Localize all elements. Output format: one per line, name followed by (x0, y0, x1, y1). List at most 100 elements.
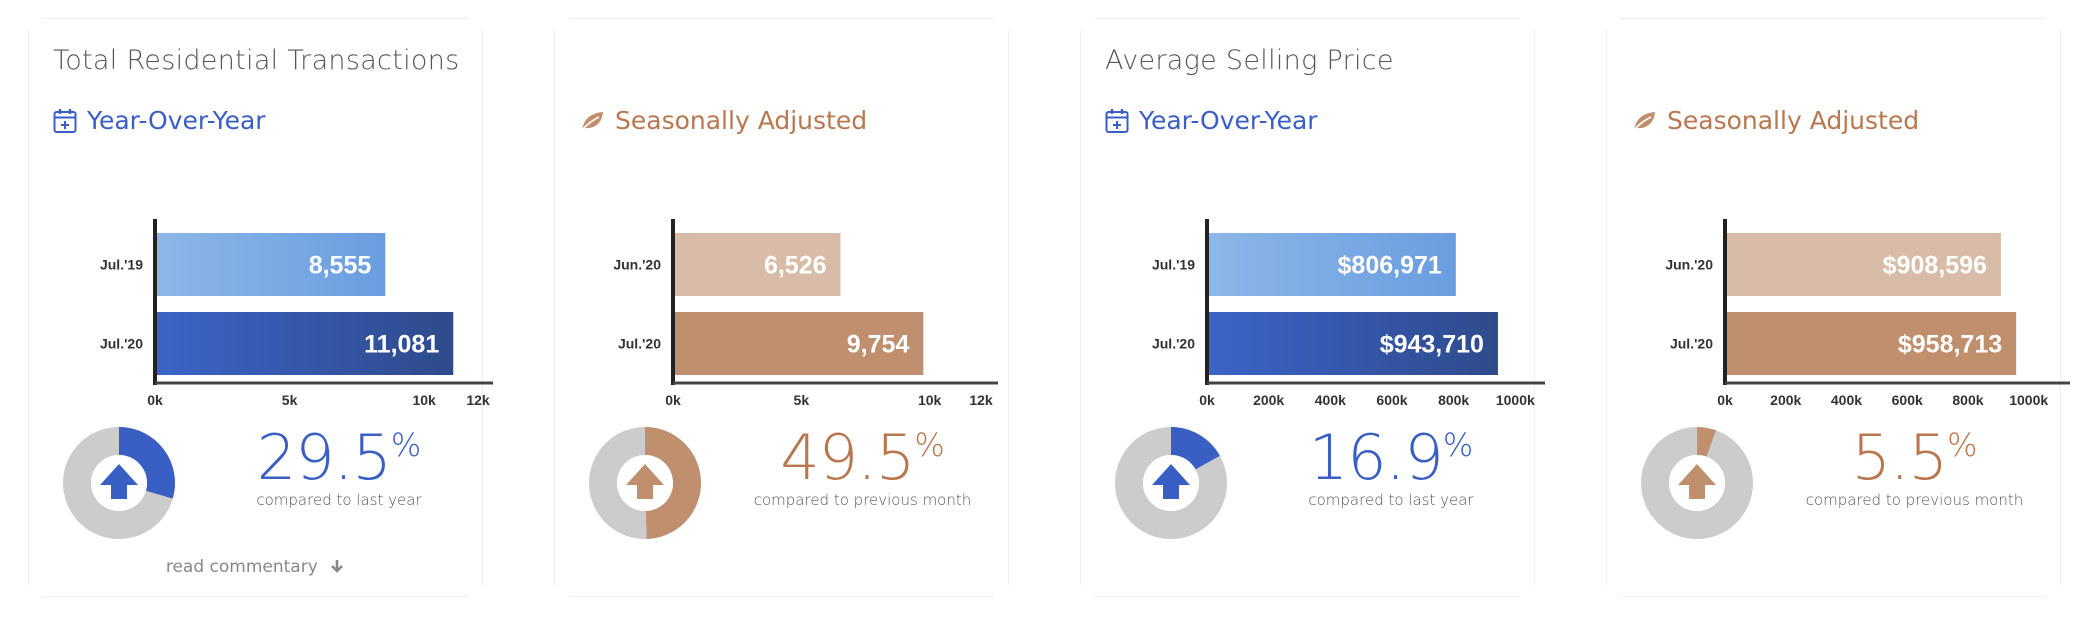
divider (1095, 596, 1520, 597)
divider (569, 18, 994, 19)
subtitle-label: Year-Over-Year (1139, 106, 1318, 135)
divider (569, 596, 994, 597)
x-tick-label: 10k (918, 392, 942, 408)
arrow-up-icon (1152, 464, 1190, 499)
leaf-icon (579, 110, 605, 132)
percent-change: 49.5% compared to previous month (740, 425, 985, 510)
bar (1727, 312, 2017, 375)
panel-subtitle: Year-Over-Year (1105, 106, 1318, 135)
bar (1209, 233, 1456, 296)
percent-value: 5.5 (1851, 421, 1948, 494)
calendar-plus-icon (53, 108, 77, 134)
percent-value: 16.9 (1308, 421, 1444, 494)
donut-segment (645, 427, 702, 539)
arrow-up-icon (1678, 464, 1716, 499)
x-tick-label: 5k (794, 392, 810, 408)
subtitle-label: Seasonally Adjusted (1667, 106, 1920, 135)
bar-value-label: $943,710 (1380, 331, 1484, 359)
compare-label: compared to last year (1308, 491, 1474, 509)
bar-value-label: $806,971 (1338, 252, 1442, 280)
calendar-plus-icon (1105, 108, 1129, 134)
compare-label: compared to previous month (1805, 491, 2024, 509)
x-tick-label: 10k (412, 392, 436, 408)
arrow-down-icon (323, 557, 345, 577)
panel-avg-price-sa: Seasonally Adjusted $908,596 Jun.'20 $958,… (1606, 18, 2070, 597)
panel-avg-price-yoy: Average Selling Price Year-Over-Year $80… (1080, 18, 1545, 597)
percent-value: 29.5 (256, 421, 392, 494)
x-tick-label: 12k (969, 392, 993, 408)
bar-chart: 6,526 Jun.'20 9,754 Jul.'20 0k 5k 10k 12k (613, 219, 998, 408)
bar (1209, 312, 1498, 375)
divider (43, 18, 468, 19)
category-label: Jun.'20 (1665, 257, 1713, 273)
donut-chart (1641, 427, 1753, 539)
percent-symbol: % (1442, 426, 1474, 464)
subtitle-label: Seasonally Adjusted (615, 106, 868, 135)
divider (1095, 18, 1520, 19)
panel-subtitle: Seasonally Adjusted (1631, 106, 1919, 135)
bar-value-label: 8,555 (309, 252, 372, 280)
subtitle-label: Year-Over-Year (87, 106, 266, 135)
x-tick-label: 800k (1438, 392, 1469, 408)
x-tick-label: 800k (1952, 392, 1983, 408)
donut-chart (589, 427, 702, 539)
donut-segment (119, 427, 175, 499)
arrow-up-icon (100, 464, 138, 499)
panel-total-transactions-yoy: Total Residential Transactions Year-Over… (28, 18, 493, 597)
x-tick-label: 400k (1831, 392, 1862, 408)
compare-label: compared to last year (256, 491, 422, 509)
percent-change: 5.5% compared to previous month (1792, 425, 2037, 510)
bar-chart: $908,596 Jun.'20 $958,713 Jul.'20 0k 200k 400k… (1665, 219, 2070, 408)
percent-symbol: % (914, 426, 945, 464)
compare-label: compared to previous month (753, 491, 972, 509)
bar (675, 233, 841, 296)
bar (1727, 233, 2001, 296)
percent-change: 29.5% compared to last year (229, 425, 449, 510)
percent-change: 16.9% compared to last year (1281, 425, 1501, 510)
x-tick-label: 0k (1199, 392, 1215, 408)
percent-value: 49.5 (780, 421, 915, 494)
category-label: Jul.'19 (1152, 257, 1195, 273)
panel-subtitle: Year-Over-Year (53, 106, 266, 135)
bar (157, 312, 454, 375)
category-label: Jul.'20 (1152, 336, 1195, 352)
donut-segment (1697, 427, 1716, 457)
bar (157, 233, 386, 296)
read-commentary-label: read commentary (165, 557, 318, 577)
category-label: Jun.'20 (613, 257, 661, 273)
x-tick-label: 1000k (2009, 392, 2048, 408)
x-tick-label: 0k (147, 392, 163, 408)
category-label: Jul.'20 (618, 336, 661, 352)
leaf-icon (1631, 110, 1657, 132)
x-tick-label: 400k (1315, 392, 1346, 408)
category-label: Jul.'20 (1670, 336, 1713, 352)
bar-value-label: $908,596 (1883, 252, 1987, 280)
percent-symbol: % (390, 426, 422, 464)
bar-chart: $806,971 Jul.'19 $943,710 Jul.'20 0k 200k 400k… (1152, 219, 1545, 408)
bar-chart: 8,555 Jul.'19 11,081 Jul.'20 0k 5k 10k 12k (100, 219, 493, 408)
panel-title: Total Residential Transactions (53, 45, 460, 76)
arrow-up-icon (626, 464, 664, 499)
panel-total-transactions-sa: Seasonally Adjusted 6,526 Jun.'20 9,754 Jul… (554, 18, 1009, 597)
x-tick-label: 600k (1892, 392, 1923, 408)
x-tick-label: 12k (466, 392, 490, 408)
x-tick-label: 600k (1376, 392, 1407, 408)
bar-value-label: 6,526 (764, 252, 827, 280)
divider (1621, 18, 2046, 19)
donut-segment (1171, 427, 1220, 470)
percent-symbol: % (1947, 426, 1978, 464)
bar-value-label: 9,754 (847, 331, 910, 359)
donut-chart (63, 427, 175, 539)
read-commentary-link[interactable]: read commentary (29, 557, 482, 577)
divider (43, 596, 468, 597)
x-tick-label: 0k (665, 392, 681, 408)
x-tick-label: 1000k (1496, 392, 1535, 408)
x-tick-label: 200k (1253, 392, 1284, 408)
donut-chart (1115, 427, 1227, 539)
panel-subtitle: Seasonally Adjusted (579, 106, 867, 135)
category-label: Jul.'19 (100, 257, 143, 273)
bar-value-label: 11,081 (364, 331, 439, 359)
bar-value-label: $958,713 (1898, 331, 2002, 359)
x-tick-label: 0k (1717, 392, 1733, 408)
divider (1621, 596, 2046, 597)
